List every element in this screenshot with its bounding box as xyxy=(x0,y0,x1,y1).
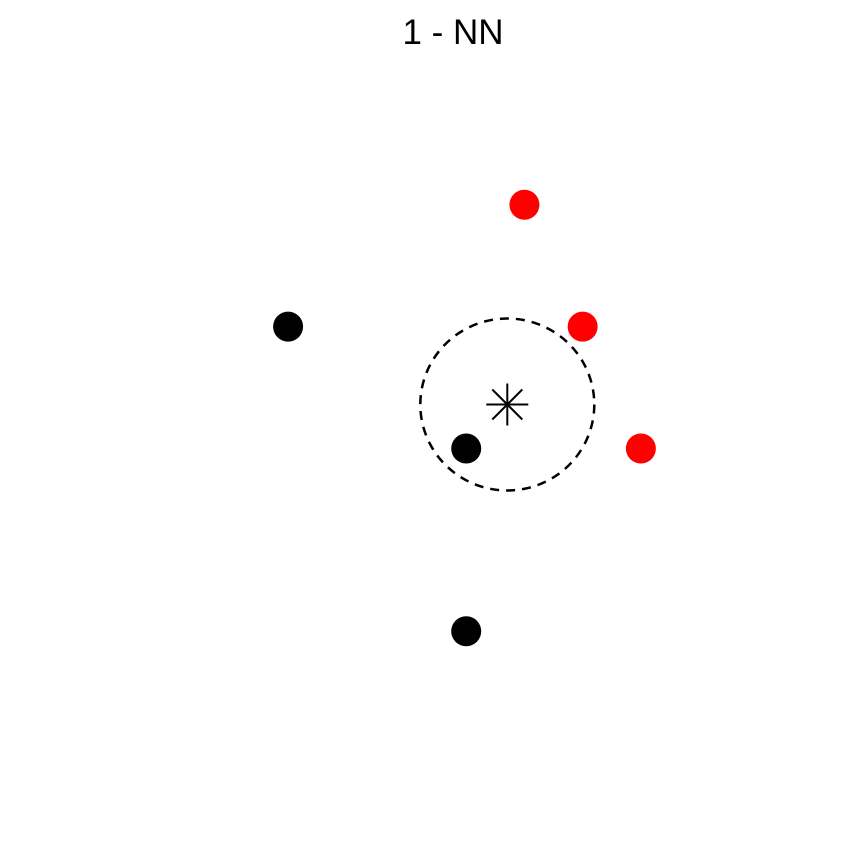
data-point-series1-1 xyxy=(273,311,304,342)
neighborhood-circle xyxy=(419,317,596,492)
data-point-series2-2 xyxy=(567,311,598,342)
points-layer xyxy=(273,189,656,647)
data-point-series2-3 xyxy=(625,433,656,464)
neighborhood-layer xyxy=(419,317,596,492)
query-layer xyxy=(486,383,529,426)
query-point-asterisk-icon xyxy=(486,383,529,426)
data-point-series1-3 xyxy=(451,616,482,647)
chart-title: 1 - NN xyxy=(402,13,503,52)
data-point-series1-2 xyxy=(451,433,482,464)
data-point-series2-1 xyxy=(509,189,540,220)
